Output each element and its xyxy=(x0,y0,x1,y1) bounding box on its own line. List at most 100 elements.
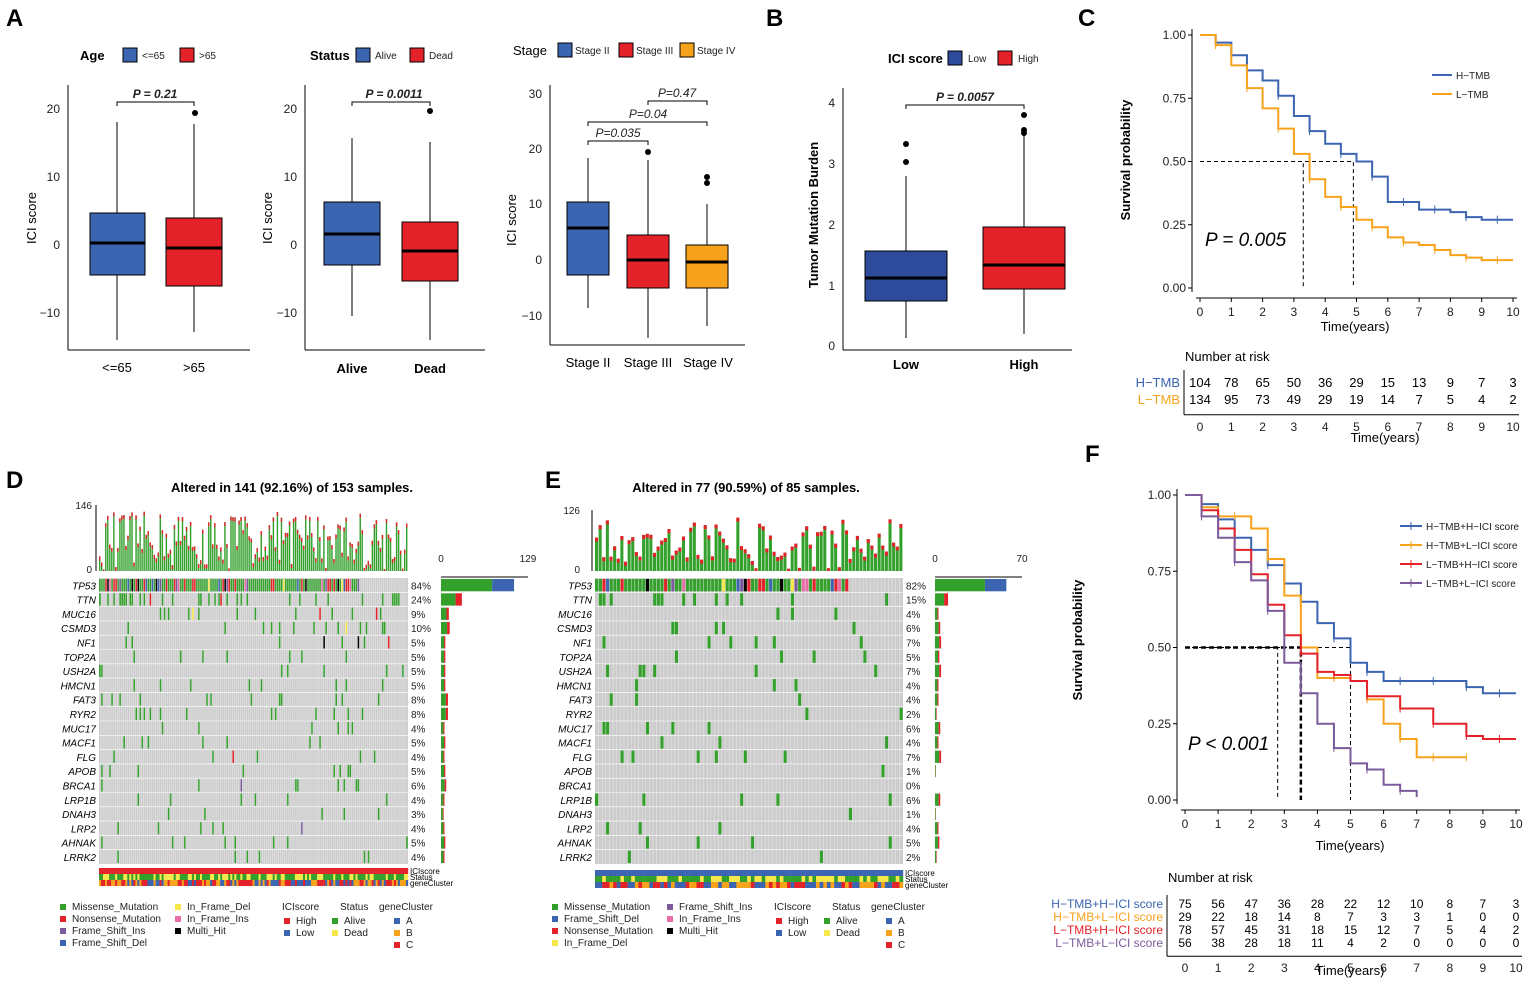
annotation-cell xyxy=(260,868,263,874)
tmb-bar-nonsense xyxy=(248,536,250,541)
mutation-cell xyxy=(359,750,362,763)
mutation-cell xyxy=(841,579,845,592)
annotation-cell xyxy=(852,876,857,882)
gene-bar-other xyxy=(939,664,942,678)
annotation-cell xyxy=(298,880,302,886)
tmb-bar xyxy=(339,525,341,571)
tmb-bar xyxy=(260,531,262,571)
tmb-bar xyxy=(353,559,355,571)
mutation-cell xyxy=(286,579,289,592)
tmb-bar xyxy=(685,557,689,571)
annotation-cell xyxy=(111,868,114,874)
legend-swatch xyxy=(552,928,558,934)
tmb-bar xyxy=(652,552,656,571)
annotation-cell xyxy=(187,874,191,880)
tmb-bar-nonsense xyxy=(895,546,899,551)
y-tick: 3 xyxy=(828,157,835,171)
mutation-cell xyxy=(226,736,228,749)
gene-bar xyxy=(935,722,939,735)
mutation-cell xyxy=(747,579,751,592)
tmb-bar xyxy=(881,545,885,571)
annotation-cell xyxy=(292,880,296,886)
tmb-bar-nonsense xyxy=(776,557,780,562)
annotation-cell xyxy=(790,876,795,882)
mutation-cell xyxy=(602,579,606,592)
annotation-cell xyxy=(171,880,174,886)
annotation-cell xyxy=(157,868,160,874)
tmb-bar-nonsense xyxy=(696,554,700,559)
annotation-cell xyxy=(627,882,632,888)
mutation-cell xyxy=(714,579,718,592)
annotation-cell xyxy=(357,874,360,880)
outlier xyxy=(427,108,433,114)
tmb-bar xyxy=(240,517,242,571)
annotation-cell xyxy=(750,876,755,882)
tmb-bar-nonsense xyxy=(173,524,176,529)
legend-swatch xyxy=(667,928,673,934)
gene-pct: 5% xyxy=(411,767,426,778)
y-label: ICI score xyxy=(504,194,519,246)
mutation-cell xyxy=(141,579,144,592)
tmb-bar xyxy=(121,515,123,571)
mutation-cell xyxy=(700,579,704,592)
gene-bar xyxy=(441,807,443,821)
gene-bar xyxy=(441,779,445,792)
tmb-bar xyxy=(801,532,805,571)
annotation-cell xyxy=(823,876,828,882)
mutation-cell xyxy=(627,850,631,863)
gene-bar-other xyxy=(937,679,939,692)
annotation-cell xyxy=(747,882,752,888)
tmb-bar-nonsense xyxy=(663,538,667,543)
annotation-cell xyxy=(884,882,889,888)
gene-pct: 8% xyxy=(411,696,426,707)
annotation-cell xyxy=(848,870,853,876)
annotation-cell xyxy=(175,874,178,880)
tmb-bar xyxy=(191,547,194,571)
tmb-bar-nonsense xyxy=(743,549,747,554)
annotation-cell xyxy=(598,870,603,876)
risk-x-label: Time(years) xyxy=(1351,430,1420,445)
mutation-cell xyxy=(805,707,809,720)
annotation-cell xyxy=(300,868,304,874)
annotation-cell xyxy=(631,882,636,888)
mutation-cell xyxy=(739,793,744,806)
tmb-bar xyxy=(119,518,121,571)
mutation-cell xyxy=(729,636,733,649)
annotation-cell xyxy=(707,870,712,876)
annotation-cell xyxy=(605,882,610,888)
annotation-cell xyxy=(325,874,328,880)
annotation-cell xyxy=(787,870,791,876)
mutation-cell xyxy=(280,664,283,678)
gene-pct: 4% xyxy=(906,681,921,692)
annotation-cell xyxy=(892,870,896,876)
annotation-cell xyxy=(224,880,227,886)
tmb-bar-nonsense xyxy=(333,559,335,564)
mutation-cell xyxy=(783,579,787,592)
tmb-bar-nonsense xyxy=(758,523,762,528)
tmb-bar-nonsense xyxy=(236,546,238,551)
mutation-cell xyxy=(171,593,174,606)
annotation-cell xyxy=(739,882,744,888)
legend-label: H−TMB xyxy=(1456,71,1491,82)
gene-label: AHNAK xyxy=(61,839,98,850)
annotation-cell xyxy=(109,880,112,886)
annotation-cell xyxy=(613,882,617,888)
tmb-bar-nonsense xyxy=(750,561,754,566)
annotation-cell xyxy=(288,874,292,880)
risk-count: 5 xyxy=(1446,923,1453,937)
gene-bar xyxy=(441,593,456,606)
gene-bar xyxy=(441,793,444,806)
annotation-cell xyxy=(403,868,407,874)
annotation-cell xyxy=(652,870,657,876)
mutation-cell xyxy=(278,636,281,649)
annotation-cell xyxy=(363,874,366,880)
gene-bar-other xyxy=(442,807,444,821)
annotation-cell xyxy=(282,880,286,886)
annotation-cell xyxy=(379,868,382,874)
mutation-cell xyxy=(232,750,235,763)
tmb-bar xyxy=(841,519,845,571)
annotation-cell xyxy=(313,880,316,886)
tmb-bar xyxy=(268,525,271,571)
mutation-cell xyxy=(228,579,230,592)
tmb-bar xyxy=(823,525,827,571)
